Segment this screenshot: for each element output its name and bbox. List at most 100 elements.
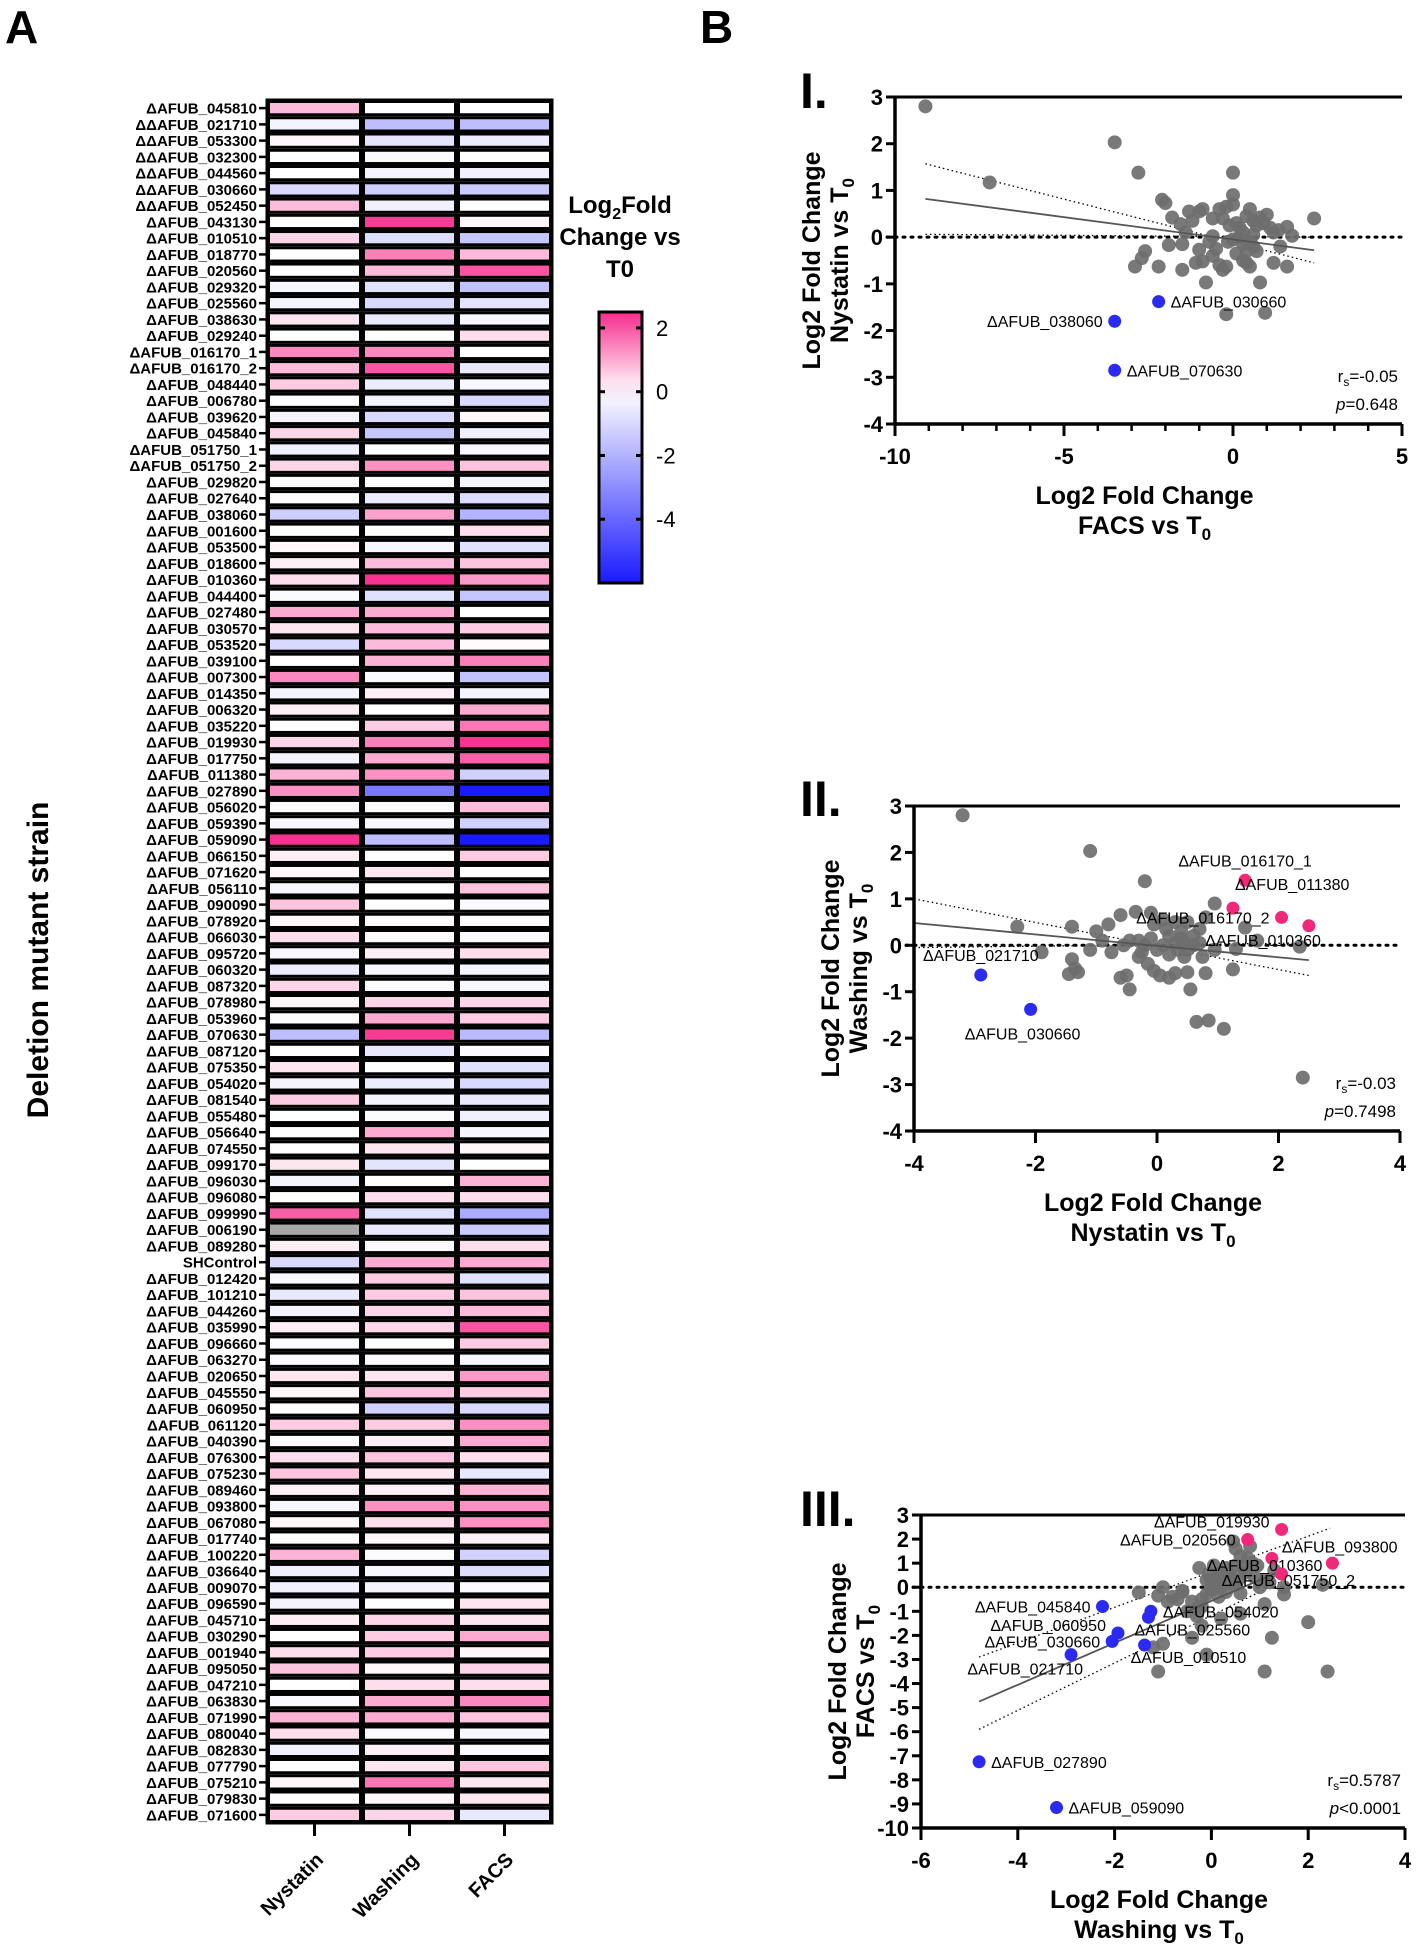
heatmap-row-label: ΔAFUB_066150: [146, 848, 257, 865]
data-point: [1256, 216, 1271, 231]
heatmap-row-label: ΔAFUB_059090: [146, 832, 257, 849]
heatmap-cell: [362, 1075, 457, 1092]
highlight-point: [1096, 1599, 1109, 1613]
data-point: [1146, 963, 1161, 978]
heatmap-cell: [362, 1692, 457, 1710]
data-point: [1061, 967, 1076, 982]
data-point: [1246, 239, 1261, 254]
data-point: [1219, 199, 1234, 214]
heatmap-row-label: ΔAFUB_043130: [146, 214, 257, 231]
highlight-point: [1108, 314, 1122, 328]
heatmap-cell: [457, 1465, 552, 1482]
heatmap-cell: [267, 1286, 362, 1303]
data-point: [1101, 917, 1116, 932]
data-point: [1204, 1582, 1219, 1597]
heatmap-cell: [362, 896, 457, 913]
point-label: ΔAFUB_093800: [1282, 1539, 1398, 1556]
data-point: [1236, 237, 1251, 252]
point-label: ΔAFUB_016170_2: [1136, 910, 1270, 927]
heatmap-cell: [267, 1026, 362, 1043]
data-point: [1199, 1573, 1214, 1588]
data-point: [1246, 213, 1261, 228]
heatmap-cell: [362, 717, 457, 734]
data-point: [1188, 255, 1203, 270]
data-point: [1104, 945, 1119, 960]
heatmap-cell: [267, 1530, 362, 1547]
heatmap-cell: [457, 1026, 552, 1043]
data-point: [1162, 929, 1177, 943]
data-point: [1138, 244, 1153, 259]
heatmap-cell: [362, 1725, 457, 1742]
data-point: [1178, 225, 1193, 240]
heatmap-cell: [362, 880, 457, 897]
heatmap-cell: [362, 1107, 457, 1125]
y-tick-label: -4: [882, 1119, 902, 1144]
data-point: [1240, 1551, 1255, 1566]
heatmap-cell: [362, 977, 457, 995]
heatmap-row-label: ΔAFUB_056640: [146, 1125, 257, 1142]
data-point: [1252, 1580, 1267, 1595]
heatmap-row-label: ΔAFUB_101210: [146, 1287, 257, 1304]
heatmap-cell: [457, 441, 552, 458]
heatmap-cell: [362, 1481, 457, 1498]
data-point: [918, 99, 933, 114]
data-point: [1168, 966, 1183, 981]
heatmap-row-label: ΔAFUB_029820: [146, 474, 257, 491]
heatmap-cell: [267, 506, 362, 523]
heatmap-row-label: ΔAFUB_027890: [146, 783, 257, 800]
data-point: [1242, 202, 1257, 217]
heatmap-cell: [457, 1172, 552, 1190]
heatmap-cell: [362, 392, 457, 409]
data-point: [982, 175, 997, 190]
heatmap-cell: [457, 782, 552, 799]
heatmap-cell: [267, 1140, 362, 1157]
heatmap-cell: [362, 928, 457, 946]
data-point: [1243, 1539, 1258, 1554]
heatmap-cell: [457, 1124, 552, 1141]
heatmap-row-label: ΔAFUB_007300: [146, 670, 257, 687]
heatmap-cell: [362, 1757, 457, 1775]
data-point: [1202, 234, 1217, 249]
heatmap-row-label: ΔAFUB_051750_2: [129, 458, 257, 475]
heatmap-row-label: ΔAFUB_071600: [146, 1807, 257, 1824]
data-point: [1259, 207, 1274, 222]
heatmap-row-label: ΔAFUB_016170_2: [129, 361, 257, 378]
heatmap-cell: [362, 831, 457, 848]
data-point: [1207, 896, 1222, 911]
heatmap-cell: [362, 1367, 457, 1385]
data-point: [1264, 1630, 1279, 1645]
data-point: [1262, 1575, 1277, 1590]
x-tick-label: 5: [1396, 444, 1408, 469]
heatmap-cell: [457, 1757, 552, 1775]
highlight-point: [1024, 1002, 1038, 1016]
data-point: [1180, 942, 1195, 957]
point-label: ΔAFUB_054020: [1163, 1604, 1279, 1621]
heatmap-cell: [457, 197, 552, 214]
x-tick-label: 4: [1394, 1151, 1407, 1176]
data-point: [1253, 275, 1268, 290]
y-axis-title-line2: Nystatin vs T0: [826, 178, 858, 343]
heatmap-cell: [457, 1514, 552, 1531]
heatmap-cell: [457, 538, 552, 556]
heatmap-row-label: ΔAFUB_061120: [147, 1417, 257, 1434]
heatmap-cell: [457, 994, 552, 1011]
heatmap-cell: [457, 1676, 552, 1693]
heatmap-cell: [362, 408, 457, 426]
heatmap-cell: [267, 1497, 362, 1515]
heatmap-row-label: ΔAFUB_053520: [146, 637, 257, 654]
heatmap-cell: [457, 1010, 552, 1027]
data-point: [1219, 259, 1234, 274]
heatmap-row-label: ΔΔAFUB_053300: [135, 133, 257, 150]
heatmap-cell: [457, 132, 552, 149]
x-axis-title-line2: Washing vs T0: [1074, 1916, 1244, 1948]
heatmap-cell: [362, 1741, 457, 1758]
heatmap-cell: [457, 343, 552, 361]
data-point: [1194, 1618, 1209, 1633]
data-point: [1209, 241, 1224, 256]
y-tick-label: -3: [882, 1073, 902, 1098]
heatmap-cell: [457, 831, 552, 848]
p-value-stat: p=0.7498: [1324, 1102, 1396, 1121]
point-label: ΔAFUB_027890: [991, 1755, 1107, 1772]
highlight-point: [1111, 1626, 1125, 1640]
y-tick-label: -10: [877, 1816, 909, 1841]
